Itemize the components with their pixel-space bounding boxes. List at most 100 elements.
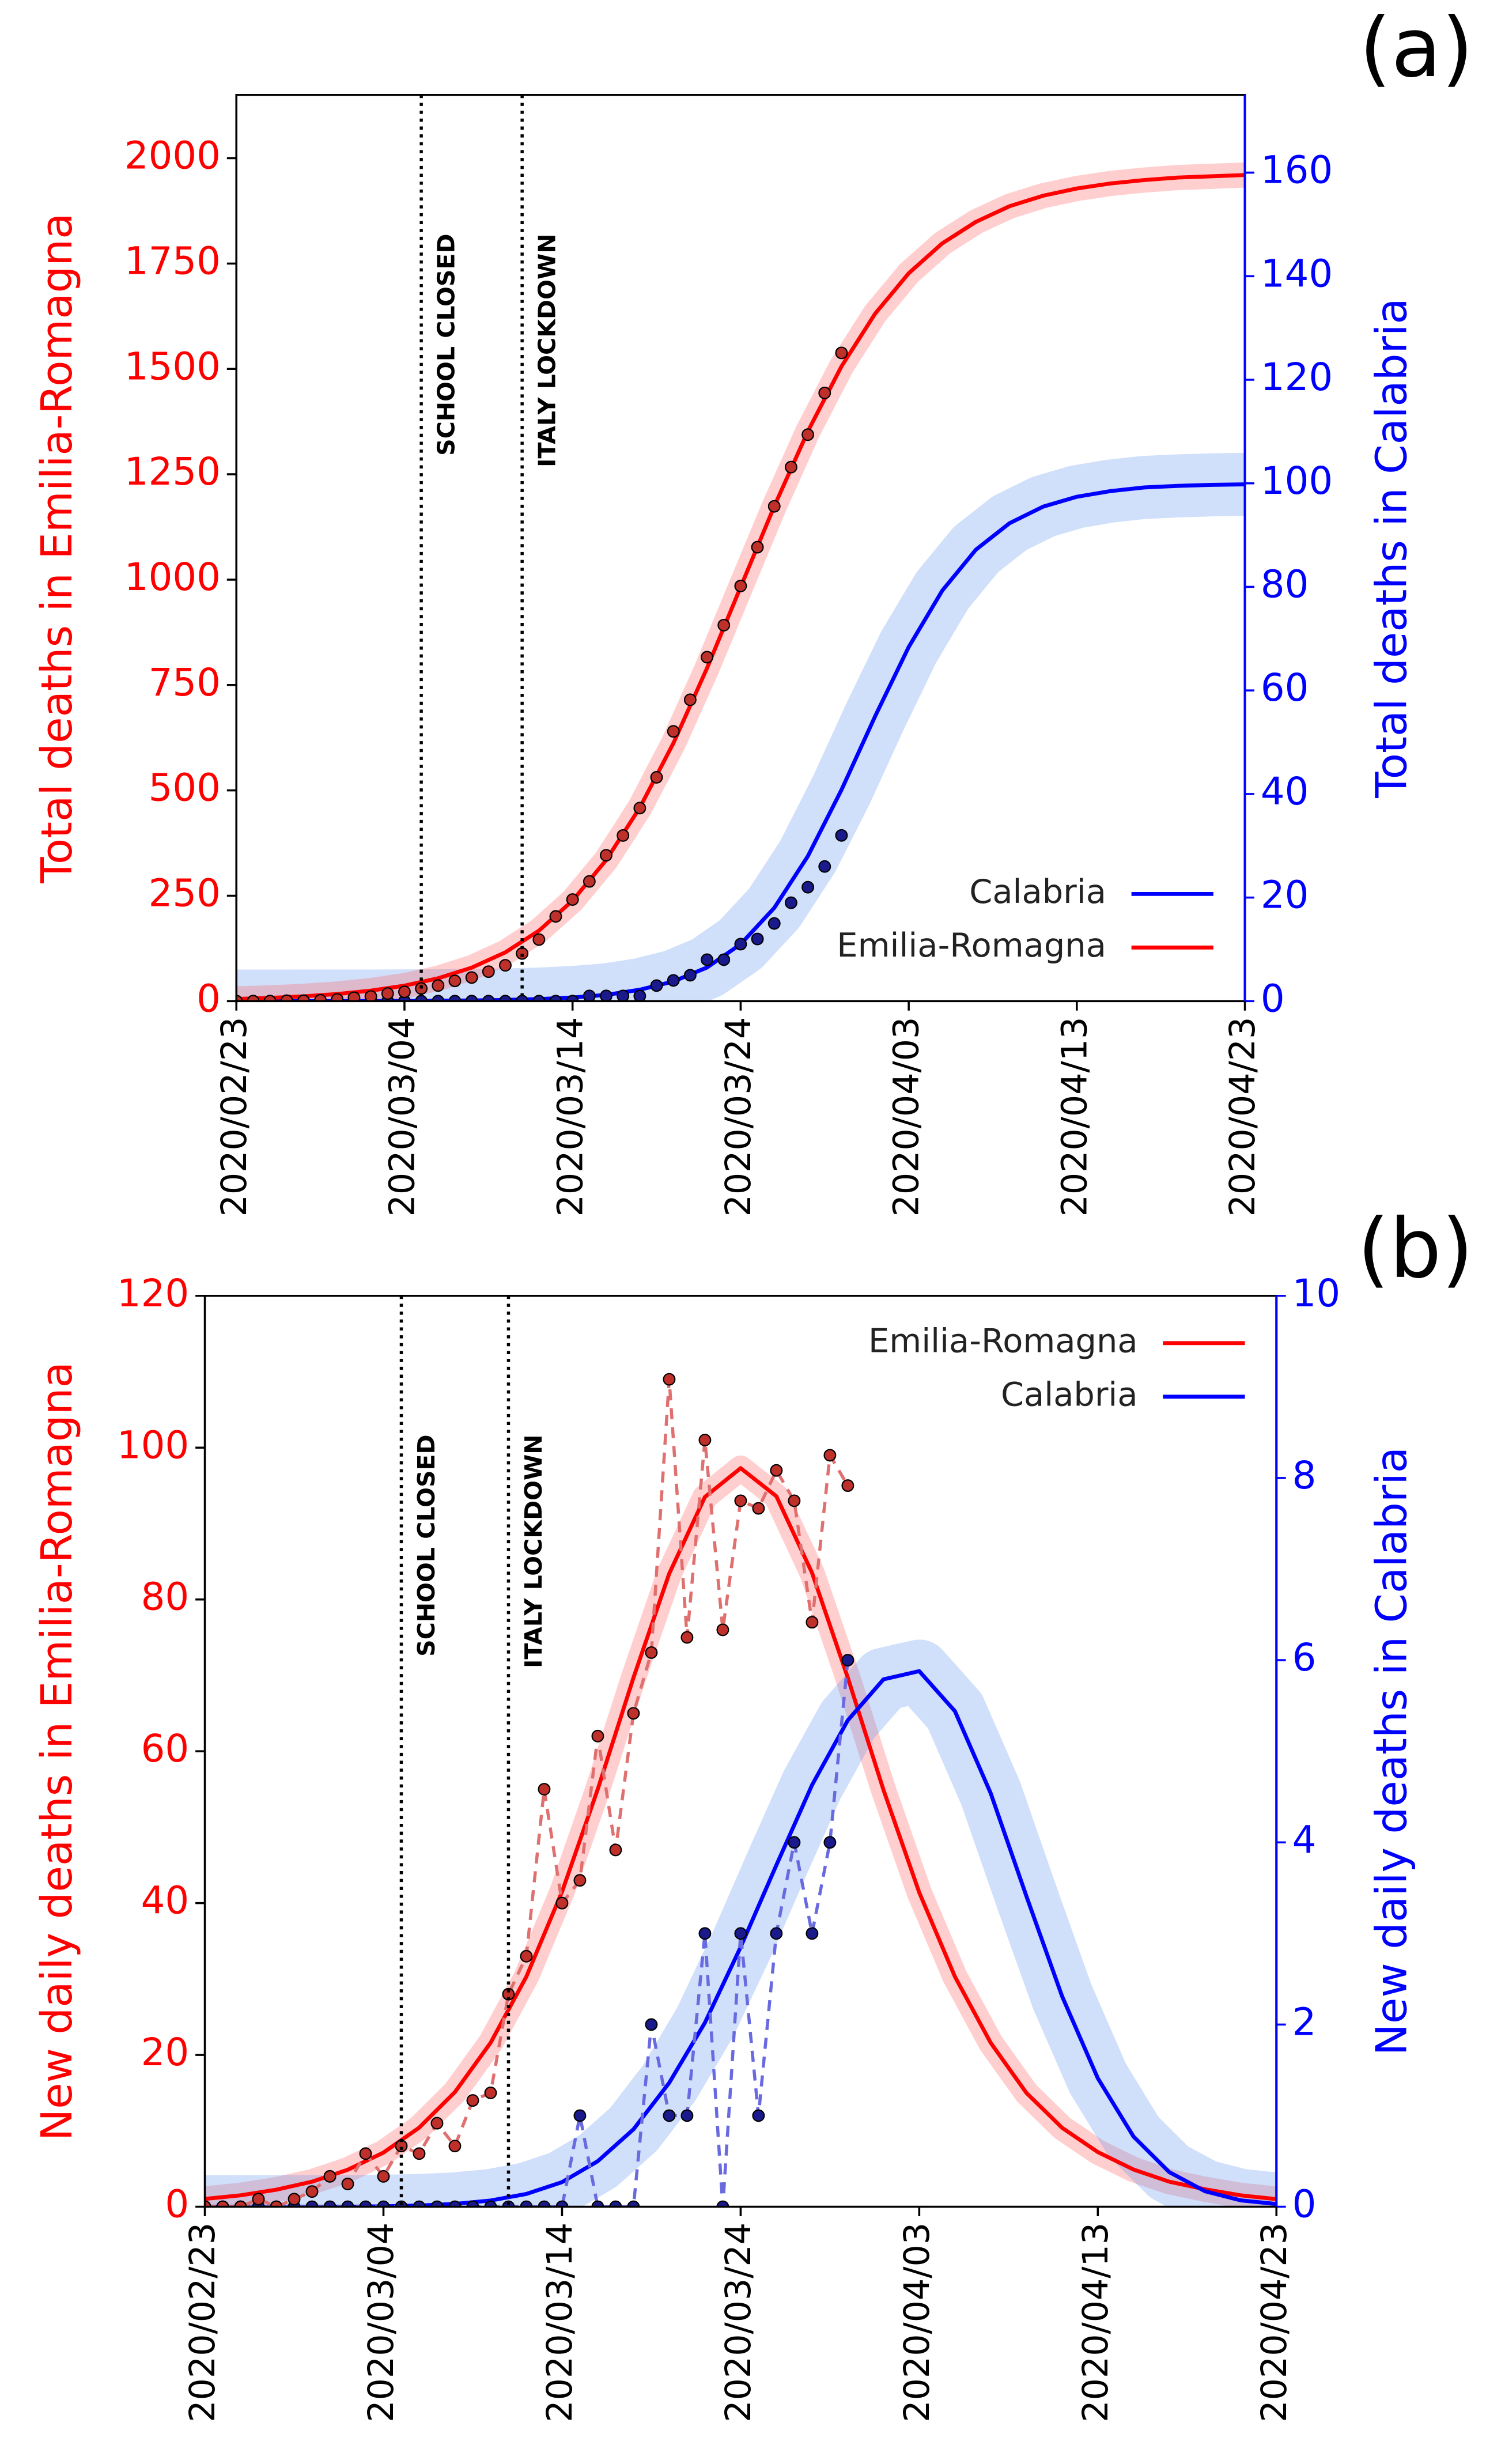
y2-tick-label: 2	[1292, 2000, 1317, 2044]
x-tick-label: 2020/04/03	[887, 1017, 927, 1217]
observed-point	[323, 2170, 336, 2183]
y2-tick-label: 100	[1261, 459, 1333, 503]
observed-point	[609, 1843, 622, 1857]
y2-tick-label: 0	[1261, 977, 1285, 1021]
observed-point	[806, 1927, 819, 1940]
observed-point	[788, 1836, 801, 1849]
y2-tick-label: 120	[1261, 356, 1333, 399]
observed-point	[617, 989, 630, 1002]
observed-point	[538, 2200, 551, 2207]
y2-axis-label: New daily deaths in Calabria	[1367, 1447, 1416, 2055]
observed-point	[600, 849, 612, 862]
observed-point	[532, 995, 546, 1002]
observed-point	[341, 2178, 354, 2190]
observed-point	[591, 2200, 604, 2207]
observed-point	[216, 2200, 229, 2207]
observed-point	[717, 953, 731, 966]
observed-point	[823, 1836, 837, 1849]
observed-point	[788, 1494, 801, 1507]
observed-point	[667, 725, 680, 738]
observed-point	[591, 1729, 604, 1743]
observed-point	[482, 965, 495, 978]
observed-point	[247, 995, 260, 1002]
observed-point	[633, 989, 646, 1002]
observed-point	[305, 2185, 319, 2198]
observed-point	[413, 2200, 426, 2207]
observed-point	[432, 979, 445, 992]
observed-point	[499, 959, 512, 972]
x-tick-label: 2020/04/13	[1076, 2223, 1116, 2423]
observed-point	[323, 2200, 336, 2207]
y2-tick-label: 0	[1292, 2183, 1317, 2227]
observed-point	[566, 995, 579, 1002]
observed-point	[701, 953, 713, 966]
observed-point	[234, 2200, 247, 2207]
observed-point	[784, 896, 797, 909]
observed-point	[751, 932, 764, 946]
observed-point	[823, 1449, 837, 1462]
observed-point	[841, 1654, 854, 1667]
observed-point	[263, 995, 277, 1002]
observed-point	[701, 651, 713, 664]
observed-point	[801, 880, 815, 894]
observed-point	[683, 693, 697, 706]
observed-point	[341, 2200, 354, 2207]
observed-point	[448, 2200, 462, 2207]
observed-point	[465, 971, 478, 984]
observed-point	[752, 1502, 765, 1515]
frame	[235, 94, 1246, 1003]
y2-tick-label: 6	[1292, 1636, 1317, 1680]
observed-point	[499, 995, 512, 1002]
observed-point	[784, 460, 797, 474]
x-tick-label: 2020/03/04	[383, 1017, 423, 1217]
observed-point	[448, 974, 462, 988]
observed-point	[752, 2109, 765, 2122]
observed-point	[835, 346, 848, 360]
observed-point	[466, 2200, 479, 2207]
y2-tick-label: 60	[1261, 666, 1309, 710]
observed-point	[549, 995, 562, 1002]
observed-point	[432, 995, 445, 1002]
observed-point	[680, 1631, 694, 1644]
observed-point	[270, 2200, 283, 2207]
x-tick-label: 2020/03/14	[540, 2223, 580, 2423]
x-tick-label: 2020/03/04	[361, 2223, 402, 2423]
y-tick-label: 0	[165, 2183, 189, 2227]
y-tick-label: 250	[149, 872, 221, 916]
observed-point	[305, 2200, 319, 2207]
y-tick-label: 20	[141, 2031, 190, 2074]
panel: SCHOOL CLOSED ITALY LOCKDOWN 0 250 500 750 100…	[32, 0, 1473, 1216]
y-tick-label: 1750	[124, 239, 221, 283]
x-tick-label: 2020/04/23	[1223, 1017, 1263, 1217]
observed-point	[566, 893, 579, 906]
legend-label: Calabria	[969, 872, 1106, 911]
x-tick-label: 2020/03/14	[550, 1017, 591, 1217]
observed-point	[465, 995, 478, 1002]
observed-point	[430, 2200, 444, 2207]
observed-point	[609, 2200, 622, 2207]
observed-point	[663, 2109, 676, 2122]
observed-point	[359, 2147, 372, 2160]
observed-point	[818, 860, 831, 873]
observed-point	[583, 989, 596, 1002]
observed-point	[617, 829, 630, 842]
y-axis-label: Total deaths in Emilia-Romagna	[32, 213, 82, 884]
observed-point	[448, 995, 462, 1002]
observed-point	[717, 618, 731, 632]
panel-label: (a)	[1359, 0, 1473, 96]
observed-point	[600, 989, 612, 1002]
observed-point	[751, 541, 764, 554]
y2-tick-label: 160	[1261, 149, 1333, 192]
y-tick-label: 40	[141, 1879, 190, 1923]
observed-point	[413, 2147, 426, 2160]
observed-point	[538, 1783, 551, 1796]
event-label: SCHOOL CLOSED	[413, 1434, 440, 1656]
observed-point	[288, 2193, 301, 2206]
panel-label: (b)	[1358, 1201, 1473, 1297]
observed-point	[516, 947, 529, 960]
y2-tick-label: 4	[1292, 1818, 1317, 1862]
observed-point	[716, 2200, 729, 2207]
observed-point	[448, 2140, 462, 2153]
observed-point	[430, 2117, 444, 2130]
